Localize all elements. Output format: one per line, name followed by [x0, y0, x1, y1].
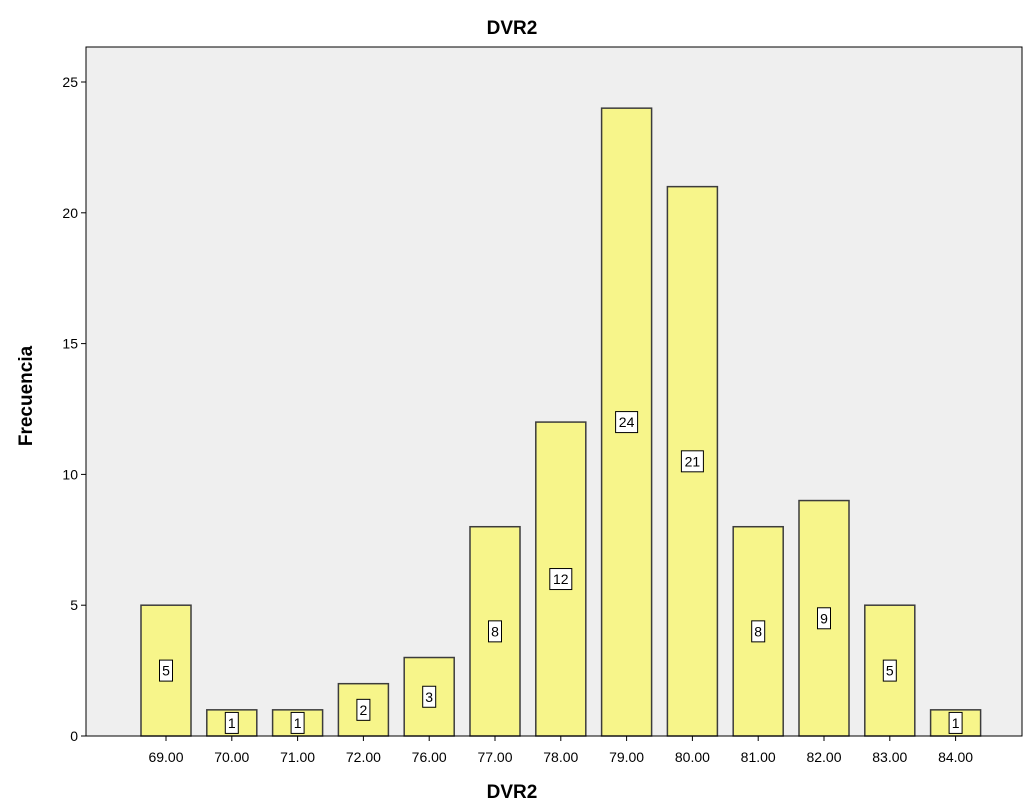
data-label-box — [615, 411, 639, 434]
data-label: 1 — [294, 715, 302, 731]
data-label: 1 — [228, 715, 236, 731]
data-label: 5 — [886, 663, 894, 679]
data-label-box — [159, 659, 173, 682]
data-label-box — [422, 685, 437, 708]
y-tick-label: 0 — [70, 728, 78, 744]
x-tick-label: 84.00 — [938, 749, 973, 765]
x-tick-label: 81.00 — [741, 749, 776, 765]
data-label-box — [488, 620, 502, 643]
x-tick-label: 78.00 — [543, 749, 578, 765]
x-tick-label: 72.00 — [346, 749, 381, 765]
data-label-box — [751, 620, 766, 643]
y-tick-label: 10 — [62, 466, 78, 482]
x-tick-label: 70.00 — [214, 749, 249, 765]
chart-title: DVR2 — [486, 18, 538, 39]
data-label: 5 — [162, 663, 170, 679]
data-label: 24 — [619, 414, 635, 430]
y-tick-label: 20 — [62, 205, 78, 221]
data-label-box — [224, 711, 239, 734]
data-label: 3 — [425, 689, 433, 705]
x-tick-label: 76.00 — [412, 749, 447, 765]
y-tick-label: 5 — [70, 597, 78, 613]
x-axis-title: DVR2 — [486, 782, 538, 803]
data-label: 21 — [685, 453, 701, 469]
x-tick-label: 79.00 — [609, 749, 644, 765]
x-tick-label: 71.00 — [280, 749, 315, 765]
data-label-box — [680, 450, 704, 473]
y-tick-label: 25 — [62, 74, 78, 90]
data-label: 8 — [491, 623, 499, 639]
data-label-box — [948, 711, 963, 734]
data-label-box — [882, 659, 897, 682]
x-tick-label: 80.00 — [675, 749, 710, 765]
data-label-box — [549, 568, 573, 591]
data-label-box — [356, 698, 371, 721]
x-tick-label: 82.00 — [806, 749, 841, 765]
y-tick-label: 15 — [62, 336, 78, 352]
data-label: 9 — [820, 610, 828, 626]
data-label-box — [817, 607, 831, 630]
x-tick-label: 83.00 — [872, 749, 907, 765]
x-tick-label: 69.00 — [148, 749, 183, 765]
x-tick-label: 77.00 — [477, 749, 512, 765]
data-label: 12 — [553, 571, 569, 587]
data-label: 8 — [754, 623, 762, 639]
data-label: 2 — [360, 702, 368, 718]
data-label-box — [290, 711, 305, 734]
data-label: 1 — [952, 715, 960, 731]
